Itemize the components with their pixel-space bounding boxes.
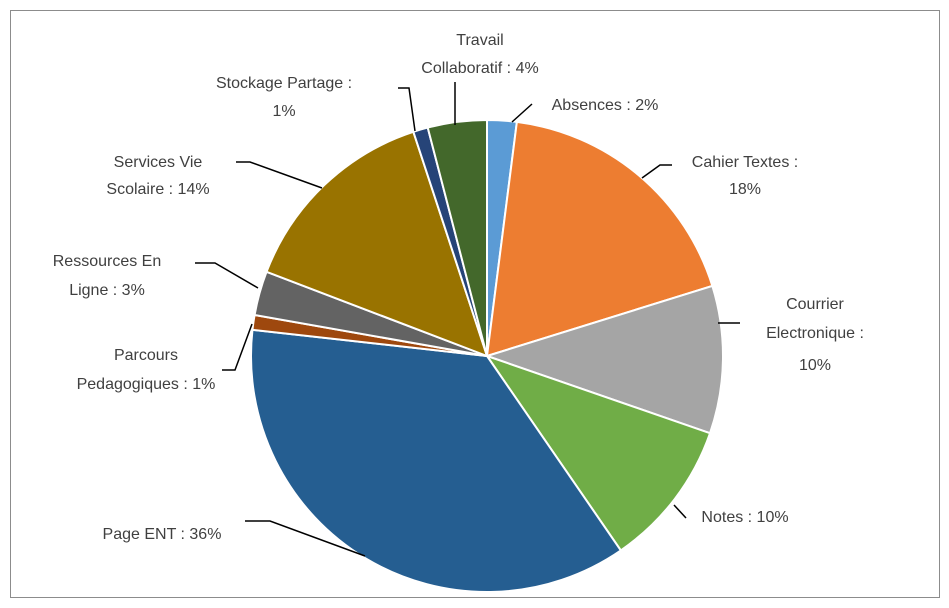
data-label-line: Pedagogiques : 1% [77,376,216,393]
data-label-line: Stockage Partage : [216,75,352,92]
leader-line [673,504,687,519]
pie-slice [485,120,714,358]
data-label-line: Scolaire : 14% [106,181,209,198]
data-label-line: Parcours [114,347,178,364]
data-label: Page ENT : 36% [103,526,222,543]
data-label-line: Electronique : [766,325,864,342]
data-label: Cahier Textes : 18% [692,154,798,198]
data-label: Stockage Partage : 1% [216,75,352,120]
data-label: Absences : 2% [552,97,659,114]
leader-line [245,520,366,557]
pie-slice [483,284,724,435]
leader-line [236,161,323,189]
data-label-line: Ressources En [53,253,162,270]
pie-slice [250,328,623,593]
data-label: Ressources En Ligne : 3% [53,253,162,299]
leader-line [222,323,253,371]
data-label-line: Absences : 2% [552,97,659,114]
data-label: Courrier Electronique : 10% [766,296,864,374]
data-label-line: Page ENT : 36% [103,526,222,543]
leader-line [195,262,259,289]
data-label-line: Travail [456,32,503,49]
pie-slice [484,354,712,552]
data-label-line: Notes : 10% [701,509,788,526]
data-label-line: 1% [272,103,295,120]
leader-line [641,164,672,179]
data-label: Notes : 10% [701,509,788,526]
data-label-line: Collaboratif : 4% [421,60,538,77]
data-label-line: Services Vie [114,154,203,171]
data-label-line: 18% [729,181,761,198]
data-label-line: Ligne : 3% [69,282,145,299]
pie-slice [426,118,488,357]
leader-line [398,87,416,132]
data-label: Parcours Pedagogiques : 1% [77,347,216,393]
data-label-line: Courrier [786,296,844,313]
data-label-line: 10% [799,357,831,374]
data-label: Services Vie Scolaire : 14% [106,154,209,198]
leader-line [511,103,533,123]
data-label: Travail Collaboratif : 4% [421,32,538,77]
data-label-line: Cahier Textes : [692,154,798,171]
